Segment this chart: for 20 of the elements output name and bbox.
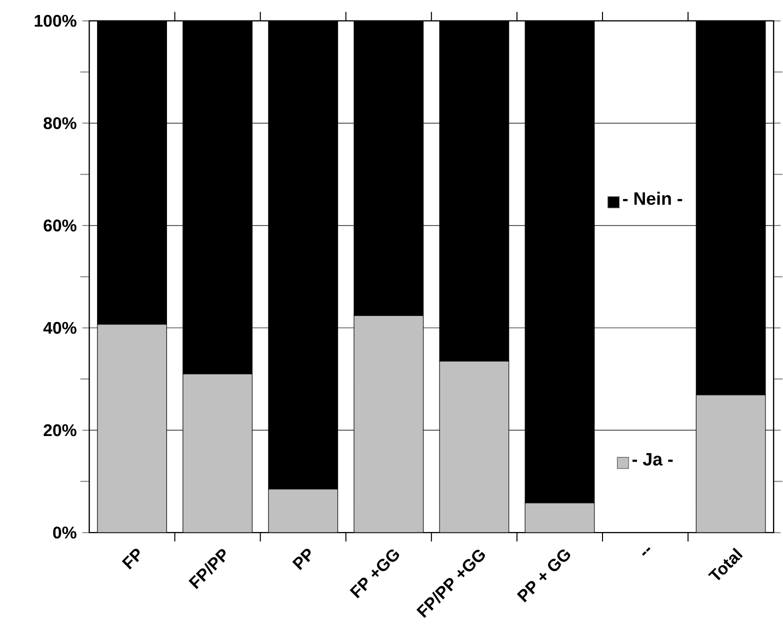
bar	[268, 488, 338, 533]
x-tick-label: PP	[292, 548, 311, 570]
x-tick-label: --	[642, 547, 650, 556]
x-tick-label: FP	[122, 548, 140, 570]
bar	[97, 324, 167, 533]
bar	[524, 502, 595, 533]
y-tick-label: 60%	[44, 220, 76, 232]
y-tick-label: 40%	[43, 322, 76, 334]
x-tick-label: FP +GG	[350, 550, 400, 599]
bar	[182, 374, 253, 533]
bar	[439, 361, 510, 533]
y-tick-label: 80%	[44, 117, 76, 130]
bar	[354, 315, 424, 533]
bar	[696, 394, 766, 533]
y-tick-label: 100%	[34, 15, 76, 27]
y-tick-label: 20%	[44, 424, 76, 436]
legend-label: - Ja -	[632, 453, 673, 466]
legend-label: - Nein -	[623, 192, 682, 206]
x-tick-label: PP + GG	[516, 550, 570, 603]
y-tick-label: 0%	[53, 526, 76, 539]
